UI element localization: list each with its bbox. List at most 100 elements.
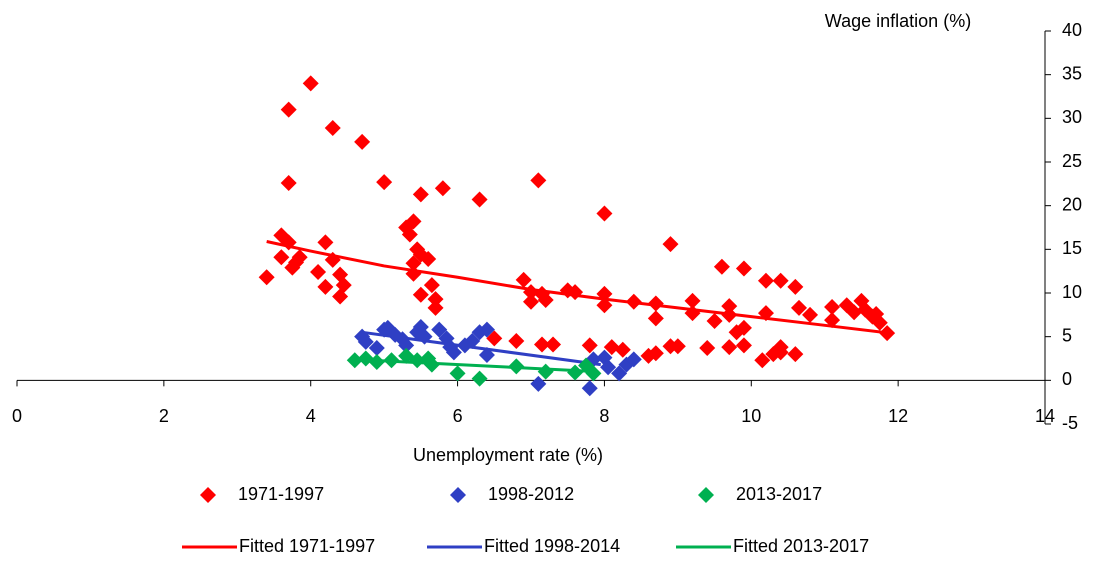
legend-label: 2013-2017 bbox=[736, 484, 822, 504]
point bbox=[706, 312, 723, 329]
point bbox=[383, 352, 400, 369]
point bbox=[357, 333, 374, 350]
point bbox=[280, 101, 297, 118]
point bbox=[596, 297, 613, 314]
y-axis-title: Wage inflation (%) bbox=[825, 11, 971, 31]
legend-label: 1998-2012 bbox=[488, 484, 574, 504]
legend-marker bbox=[450, 487, 466, 503]
point bbox=[846, 304, 863, 321]
point bbox=[545, 336, 562, 353]
point bbox=[280, 234, 297, 251]
x-tick-label: 6 bbox=[453, 406, 463, 426]
point bbox=[427, 299, 444, 316]
point bbox=[581, 380, 598, 397]
y-tick-label: 30 bbox=[1062, 107, 1082, 127]
x-tick-label: 12 bbox=[888, 406, 908, 426]
legend-label: Fitted 1998-2014 bbox=[484, 536, 620, 556]
point bbox=[567, 284, 584, 301]
point bbox=[515, 271, 532, 288]
point bbox=[423, 356, 440, 373]
point bbox=[713, 258, 730, 275]
point bbox=[787, 346, 804, 363]
point bbox=[284, 259, 301, 276]
point bbox=[537, 363, 554, 380]
y-tick-label: 35 bbox=[1062, 63, 1082, 83]
point bbox=[735, 337, 752, 354]
point bbox=[684, 292, 701, 309]
x-tick-label: 8 bbox=[599, 406, 609, 426]
point bbox=[537, 291, 554, 308]
point bbox=[585, 365, 602, 382]
point bbox=[824, 312, 841, 329]
y-tick-label: 10 bbox=[1062, 282, 1082, 302]
point bbox=[486, 330, 503, 347]
point bbox=[581, 337, 598, 354]
point bbox=[787, 278, 804, 295]
point bbox=[802, 306, 819, 323]
point bbox=[530, 375, 547, 392]
x-tick-label: 14 bbox=[1035, 406, 1055, 426]
point bbox=[530, 172, 547, 189]
legend-label: 1971-1997 bbox=[238, 484, 324, 504]
y-tick-label: 0 bbox=[1062, 369, 1072, 389]
point bbox=[647, 345, 664, 362]
point bbox=[420, 250, 437, 267]
y-tick-label: 40 bbox=[1062, 20, 1082, 40]
point bbox=[332, 288, 349, 305]
point bbox=[754, 352, 771, 369]
point bbox=[317, 278, 334, 295]
point bbox=[523, 293, 539, 310]
point bbox=[291, 249, 308, 266]
point bbox=[662, 236, 679, 253]
x-tick-label: 2 bbox=[159, 406, 169, 426]
point bbox=[611, 365, 628, 382]
point bbox=[871, 314, 888, 331]
point bbox=[405, 265, 422, 282]
point bbox=[464, 333, 481, 350]
point bbox=[405, 255, 422, 272]
point bbox=[791, 299, 808, 316]
point bbox=[427, 291, 444, 308]
point bbox=[302, 75, 319, 92]
point bbox=[445, 344, 462, 361]
point bbox=[614, 341, 631, 358]
point bbox=[431, 321, 448, 338]
point bbox=[398, 337, 415, 354]
point bbox=[324, 251, 341, 268]
point bbox=[567, 364, 584, 381]
legend-label: Fitted 2013-2017 bbox=[733, 536, 869, 556]
point bbox=[603, 339, 620, 356]
y-tick-label: 25 bbox=[1062, 151, 1082, 171]
point bbox=[471, 370, 488, 387]
point bbox=[434, 180, 451, 197]
point bbox=[647, 310, 664, 327]
legend-marker bbox=[698, 487, 714, 503]
y-tick-label: -5 bbox=[1062, 413, 1078, 433]
point bbox=[401, 226, 418, 243]
y-tick-label: 15 bbox=[1062, 238, 1082, 258]
point bbox=[324, 119, 341, 136]
point bbox=[824, 298, 841, 315]
point bbox=[423, 277, 440, 294]
point bbox=[647, 295, 664, 312]
point bbox=[684, 305, 701, 322]
x-tick-label: 10 bbox=[741, 406, 761, 426]
y-tick-label: 20 bbox=[1062, 194, 1082, 214]
point bbox=[625, 351, 642, 368]
point bbox=[772, 272, 789, 289]
point bbox=[508, 333, 525, 350]
point bbox=[699, 340, 716, 357]
point bbox=[409, 241, 426, 258]
point bbox=[596, 205, 613, 222]
point bbox=[273, 249, 290, 266]
point bbox=[600, 359, 617, 376]
point bbox=[368, 340, 385, 357]
point bbox=[721, 298, 738, 315]
x-tick-label: 4 bbox=[306, 406, 316, 426]
point bbox=[416, 328, 433, 345]
point bbox=[368, 353, 385, 370]
point bbox=[735, 319, 752, 336]
point bbox=[409, 352, 426, 369]
point bbox=[478, 321, 495, 338]
